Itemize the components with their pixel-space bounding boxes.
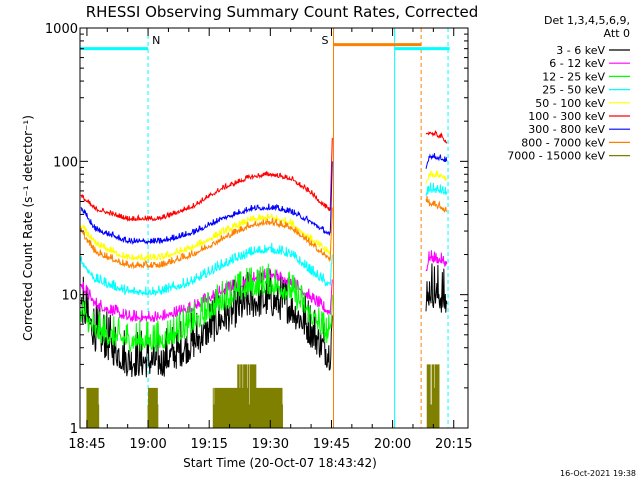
y-tick-label: 10 <box>61 289 78 304</box>
legend-label-1: 6 - 12 keV <box>549 57 605 70</box>
series-3-orbit2 <box>425 182 448 197</box>
timestamp: 16-Oct-2021 19:38 <box>560 469 636 478</box>
legend-label-8: 7000 - 15000 keV <box>507 150 605 163</box>
x-tick-label: 19:30 <box>252 437 289 452</box>
x-tick-label: 20:15 <box>435 437 472 452</box>
legend-label-6: 300 - 800 keV <box>528 123 605 136</box>
annotation-S: S <box>322 34 329 47</box>
legend-header-line1: Det 1,3,4,5,6,9, <box>544 14 630 27</box>
annotation-N: N <box>152 34 160 47</box>
series-7-orbit2 <box>425 195 448 213</box>
series-4-orbit2 <box>425 170 448 184</box>
series-0-orbit1 <box>80 269 333 378</box>
series-5-orbit2 <box>425 129 448 144</box>
series-4-orbit1 <box>80 213 333 262</box>
x-tick-label: 20:00 <box>374 437 411 452</box>
axes: 1 10 100 1000 18:45 19:00 19:15 19:30 19:45 20:00… <box>45 22 473 452</box>
y-tick-label: 1 <box>70 422 78 437</box>
series-1-orbit2 <box>425 250 448 272</box>
series-0-orbit2 <box>425 263 448 313</box>
x-tick-label: 19:00 <box>129 437 166 452</box>
legend-label-4: 50 - 100 keV <box>535 97 605 110</box>
y-tick-label: 1000 <box>45 22 78 37</box>
series-6-orbit2 <box>425 153 448 169</box>
y-axis-label: Corrected Count Rate (s⁻¹ detector⁻¹) <box>21 115 35 341</box>
legend-label-0: 3 - 6 keV <box>556 44 605 57</box>
series-1-orbit1 <box>80 268 333 323</box>
chart-title: RHESSI Observing Summary Count Rates, Co… <box>86 3 479 21</box>
series-3-orbit1 <box>80 242 333 297</box>
y-tick-label: 100 <box>53 155 78 170</box>
plot-frame <box>79 27 469 429</box>
series-5-orbit1 <box>80 137 333 222</box>
series-7-orbit1 <box>80 207 333 270</box>
legend-header-line2: Att 0 <box>604 27 630 40</box>
legend-label-3: 25 - 50 keV <box>542 84 605 97</box>
legend-label-7: 800 - 7000 keV <box>521 136 605 149</box>
x-tick-label: 19:15 <box>190 437 227 452</box>
series-6-orbit1 <box>80 161 333 246</box>
x-tick-label: 19:45 <box>313 437 350 452</box>
x-tick-label: 18:45 <box>68 437 105 452</box>
x-axis-label: Start Time (20-Oct-07 18:43:42) <box>183 456 377 470</box>
series-2-orbit1 <box>80 263 333 353</box>
series-7000-15000-kev <box>86 364 440 428</box>
legend-label-5: 100 - 300 keV <box>528 110 605 123</box>
legend-label-2: 12 - 25 keV <box>542 70 605 83</box>
